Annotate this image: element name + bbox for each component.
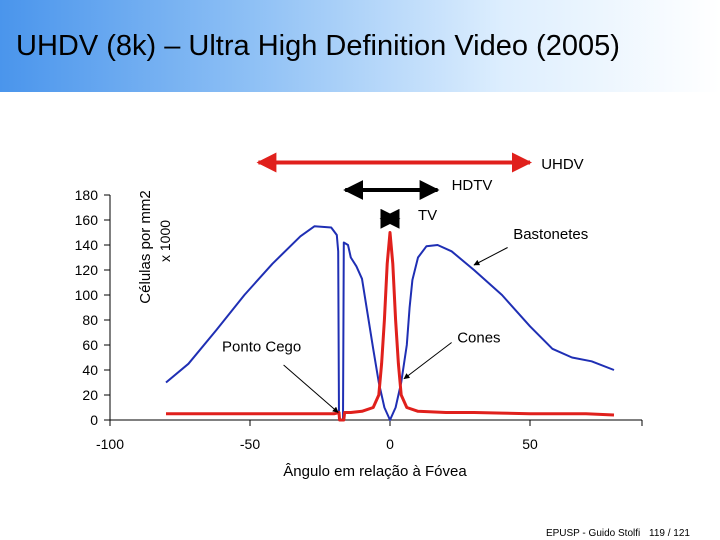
x-tick-label: -100 <box>96 436 124 452</box>
y-axis-label: Células por mm2 <box>137 190 154 303</box>
annotation-bastonetes: Bastonetes <box>513 226 588 243</box>
x-tick-label: -50 <box>240 436 260 452</box>
ponto-cego-pointer <box>283 364 339 413</box>
y-axis-label-unit: x 1000 <box>157 220 173 262</box>
y-tick-label: 60 <box>82 337 98 353</box>
y-tick-label: 40 <box>82 362 98 378</box>
y-tick-label: 180 <box>75 187 99 203</box>
annotation-cones: Cones <box>457 330 500 347</box>
footer: EPUSP - Guido Stolfi 119 / 121 <box>540 528 690 539</box>
series-line-bastonetes <box>165 225 615 421</box>
y-tick-label: 20 <box>82 387 98 403</box>
x-tick-label: 0 <box>386 436 394 452</box>
page-number: 119 / 121 <box>649 528 690 539</box>
bastonetes-pointer <box>473 247 508 266</box>
annotation-tv: TV <box>418 207 437 224</box>
series-lines <box>165 225 615 422</box>
y-tick-label: 0 <box>90 412 98 428</box>
y-tick-label: 100 <box>75 287 99 303</box>
annotations: Bastonetes Cones Ponto Cego HDTV TV UHDV <box>222 156 588 413</box>
footer-author: EPUSP - Guido Stolfi <box>545 528 641 539</box>
annotation-hdtv: HDTV <box>452 177 493 194</box>
slide-title: UHDV (8k) – Ultra High Definition Video … <box>16 30 620 62</box>
x-axis-label: Ângulo em relação à Fóvea <box>283 463 467 480</box>
annotation-ponto-cego: Ponto Cego <box>222 338 301 355</box>
series-line-cones <box>166 231 615 422</box>
title-bar <box>0 0 720 92</box>
axes: 0 20 40 60 80 100 120 140 160 180 -100 -50 0 50 Ângulo… <box>75 187 643 480</box>
y-tick-label: 160 <box>75 212 99 228</box>
y-tick-label: 140 <box>75 237 99 253</box>
x-tick-label: 50 <box>522 436 538 452</box>
annotation-uhdv: UHDV <box>541 156 584 173</box>
cones-pointer <box>403 342 452 380</box>
y-tick-label: 120 <box>75 262 99 278</box>
y-tick-label: 80 <box>82 312 98 328</box>
resolution-ranges <box>256 152 532 229</box>
